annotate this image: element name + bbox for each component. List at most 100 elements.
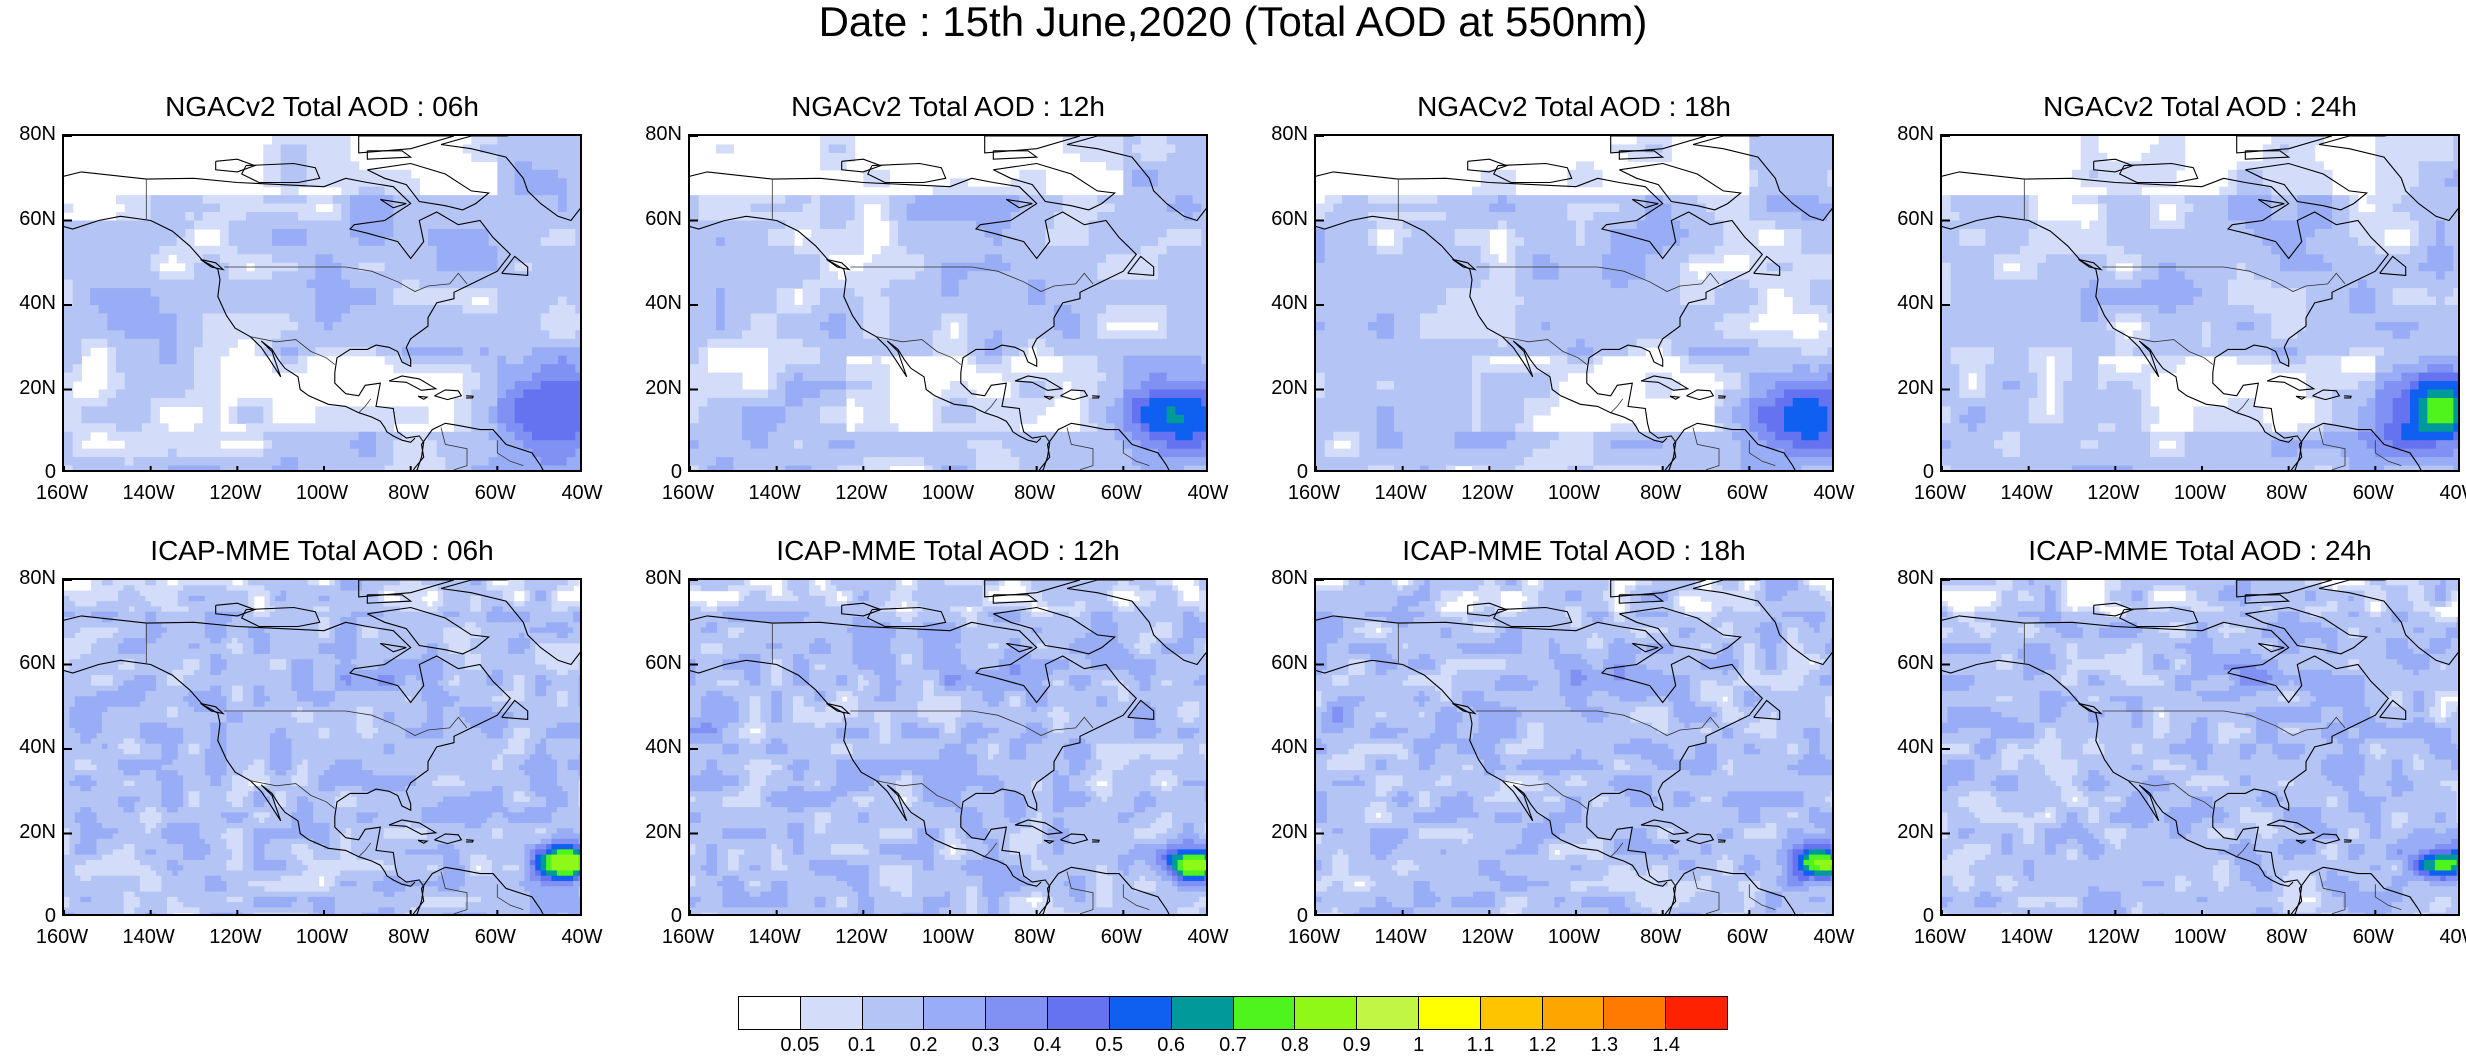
latitude-tick-label: 60N [1252, 652, 1308, 674]
colorbar-label: 1.4 [1626, 1034, 1706, 1056]
longitude-tick-label: 80W [2247, 482, 2327, 504]
colorbar-swatch [1171, 997, 1234, 1029]
longitude-tick-label: 160W [1900, 926, 1980, 948]
latitude-tick-label: 40N [626, 292, 682, 314]
panel-title: NGACv2 Total AOD : 12h [688, 92, 1208, 122]
colorbar-label: 0.5 [1069, 1034, 1149, 1056]
longitude-tick-label: 120W [195, 926, 275, 948]
latitude-tick-label: 20N [0, 377, 56, 399]
longitude-tick-label: 120W [821, 926, 901, 948]
colorbar-swatch [1357, 997, 1419, 1029]
longitude-tick-label: 40W [542, 926, 622, 948]
coastlines [64, 136, 580, 470]
figure-title: Date : 15th June,2020 (Total AOD at 550n… [0, 0, 2466, 44]
colorbar-swatch [739, 997, 801, 1029]
latitude-tick-label: 60N [0, 208, 56, 230]
colorbar-label: 1.1 [1441, 1034, 1521, 1056]
longitude-tick-label: 140W [735, 482, 815, 504]
longitude-tick-label: 60W [2333, 482, 2413, 504]
latitude-tick-label: 0 [1878, 461, 1934, 483]
longitude-tick-label: 160W [22, 926, 102, 948]
colorbar-swatch [1233, 997, 1296, 1029]
aod-map-panel [1940, 134, 2460, 472]
aod-field [690, 580, 1206, 914]
longitude-tick-label: 100W [282, 482, 362, 504]
longitude-tick-label: 100W [1534, 926, 1614, 948]
coastlines [690, 136, 1206, 470]
colorbar-label: 0.8 [1255, 1034, 1335, 1056]
coastlines [64, 580, 580, 914]
longitude-tick-label: 80W [2247, 926, 2327, 948]
colorbar-label: 0.1 [822, 1034, 902, 1056]
aod-field [1942, 136, 2458, 470]
longitude-tick-label: 100W [2160, 926, 2240, 948]
colorbar-label: 0.05 [760, 1034, 840, 1056]
panel-title: ICAP-MME Total AOD : 24h [1940, 536, 2460, 566]
latitude-tick-label: 80N [626, 567, 682, 589]
longitude-tick-label: 40W [2420, 482, 2466, 504]
aod-field [1942, 580, 2458, 914]
longitude-tick-label: 80W [1621, 482, 1701, 504]
aod-map [64, 580, 580, 914]
aod-colorbar [738, 996, 1728, 1030]
aod-map-panel [688, 134, 1208, 472]
longitude-tick-label: 120W [2073, 482, 2153, 504]
longitude-tick-label: 40W [1168, 926, 1248, 948]
longitude-tick-label: 40W [1168, 482, 1248, 504]
coastlines [690, 580, 1206, 914]
longitude-tick-label: 40W [1794, 482, 1874, 504]
aod-map-panel [688, 578, 1208, 916]
aod-field [64, 580, 580, 914]
colorbar-label: 0.3 [946, 1034, 1026, 1056]
colorbar-swatch [862, 997, 925, 1029]
longitude-tick-label: 60W [1081, 482, 1161, 504]
latitude-tick-label: 20N [1878, 821, 1934, 843]
latitude-tick-label: 0 [1252, 905, 1308, 927]
latitude-tick-label: 20N [626, 377, 682, 399]
longitude-tick-label: 160W [648, 926, 728, 948]
longitude-tick-label: 40W [2420, 926, 2466, 948]
colorbar-label: 0.4 [1007, 1034, 1087, 1056]
longitude-tick-label: 160W [1274, 482, 1354, 504]
latitude-tick-label: 40N [1878, 736, 1934, 758]
latitude-tick-label: 80N [0, 123, 56, 145]
latitude-tick-label: 0 [1252, 461, 1308, 483]
aod-map [690, 580, 1206, 914]
colorbar-label: 0.9 [1317, 1034, 1397, 1056]
latitude-tick-label: 0 [626, 461, 682, 483]
latitude-tick-label: 60N [1878, 652, 1934, 674]
longitude-tick-label: 120W [195, 482, 275, 504]
latitude-tick-label: 40N [0, 736, 56, 758]
aod-field [690, 136, 1206, 470]
panel-title: NGACv2 Total AOD : 24h [1940, 92, 2460, 122]
latitude-tick-label: 60N [1878, 208, 1934, 230]
panel-title: NGACv2 Total AOD : 06h [62, 92, 582, 122]
coastlines [1316, 580, 1832, 914]
colorbar-label: 1 [1379, 1034, 1459, 1056]
latitude-tick-label: 40N [0, 292, 56, 314]
longitude-tick-label: 100W [2160, 482, 2240, 504]
longitude-tick-label: 60W [1081, 926, 1161, 948]
colorbar-label: 0.6 [1131, 1034, 1211, 1056]
longitude-tick-label: 80W [369, 482, 449, 504]
latitude-tick-label: 60N [626, 208, 682, 230]
panel-title: ICAP-MME Total AOD : 06h [62, 536, 582, 566]
colorbar-label: 0.7 [1193, 1034, 1273, 1056]
longitude-tick-label: 140W [1987, 482, 2067, 504]
longitude-tick-label: 120W [2073, 926, 2153, 948]
aod-map [1316, 580, 1832, 914]
longitude-tick-label: 40W [542, 482, 622, 504]
colorbar-swatch [1418, 997, 1481, 1029]
aod-map [1942, 580, 2458, 914]
colorbar-label: 1.2 [1502, 1034, 1582, 1056]
colorbar-swatch [1604, 997, 1667, 1029]
latitude-tick-label: 0 [0, 461, 56, 483]
longitude-tick-label: 100W [908, 926, 988, 948]
latitude-tick-label: 20N [626, 821, 682, 843]
longitude-tick-label: 140W [1361, 926, 1441, 948]
longitude-tick-label: 120W [1447, 482, 1527, 504]
aod-map-panel [62, 578, 582, 916]
longitude-tick-label: 160W [1900, 482, 1980, 504]
latitude-tick-label: 60N [1252, 208, 1308, 230]
aod-map [1316, 136, 1832, 470]
